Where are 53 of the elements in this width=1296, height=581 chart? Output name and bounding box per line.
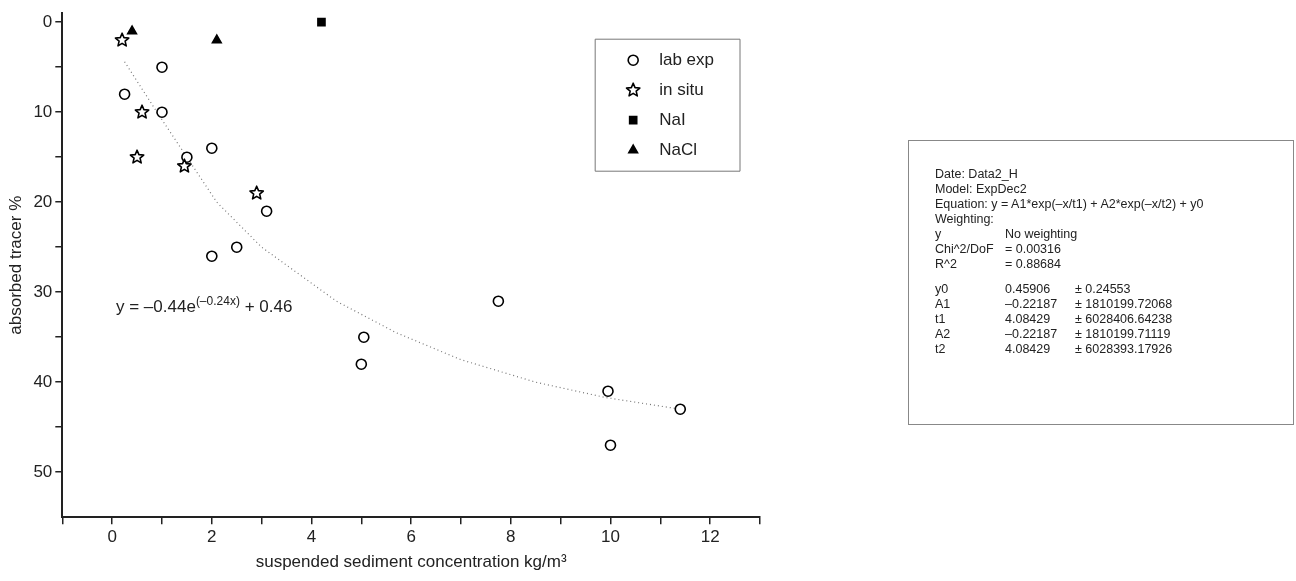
point [358, 331, 370, 343]
point [206, 250, 218, 262]
x-tick-label: 6 [406, 527, 416, 547]
point [156, 61, 168, 73]
x-tick-label: 2 [207, 527, 217, 547]
point [249, 185, 265, 200]
text: t2 4.08429 ± 6028393.17926 [935, 342, 1173, 356]
y-tick-label: 0 [42, 11, 53, 31]
point [260, 205, 273, 217]
legend-label: NaCl [659, 139, 697, 159]
point [156, 106, 168, 118]
point [492, 295, 505, 307]
y-axis-title: absorbed tracer % [5, 195, 25, 335]
text: Date: Data2_H [935, 167, 1018, 182]
point [604, 439, 617, 451]
point [602, 385, 614, 397]
text: Equation: y = A1*exp(–x/t1) + A2*exp(–x/t2) + y0 [935, 197, 1204, 212]
legend-label: in situ [659, 79, 704, 99]
text: R^2 = 0.88684 [935, 257, 1061, 271]
y-tick-label: 50 [33, 461, 53, 481]
point [211, 34, 222, 44]
point [674, 403, 687, 415]
x-tick-label: 0 [107, 527, 117, 547]
point [355, 358, 368, 370]
point [118, 88, 131, 100]
y-tick-label: 40 [33, 371, 53, 391]
text: Chi^2/DoF = 0.00316 [935, 242, 1061, 257]
text: A2 –0.22187 ± 1810199.71119 [935, 327, 1171, 341]
text: y0 0.45906 ± 0.24553 [935, 282, 1131, 296]
y-tick-label: 10 [33, 101, 53, 121]
point [317, 17, 326, 27]
point [206, 142, 218, 154]
y-tick-label: 30 [33, 281, 53, 301]
point [230, 241, 243, 253]
text: A1 –0.22187 ± 1810199.72068 [935, 297, 1173, 311]
x-tick-label: 12 [700, 527, 720, 547]
text: Model: ExpDec2 [935, 182, 1027, 197]
x-axis-title: suspended sediment concentration kg/m³ [255, 552, 567, 572]
point [176, 158, 192, 173]
x-tick-label: 4 [306, 527, 317, 547]
annotation: y = –0.44e$^{(–0.24x)}$ + 0.46 [116, 294, 293, 317]
text: t1 4.08429 ± 6028406.64238 [935, 312, 1173, 326]
point [126, 25, 138, 35]
point [114, 32, 130, 47]
y-tick-label: 20 [33, 191, 53, 211]
text: y No weighting [935, 227, 1078, 241]
legend-label: lab exp [659, 49, 715, 69]
legend-label: NaI [659, 109, 686, 129]
point [129, 149, 145, 164]
x-tick-label: 10 [601, 527, 620, 547]
text: Weighting: [935, 212, 994, 227]
point [134, 104, 150, 119]
x-tick-label: 8 [506, 527, 516, 547]
